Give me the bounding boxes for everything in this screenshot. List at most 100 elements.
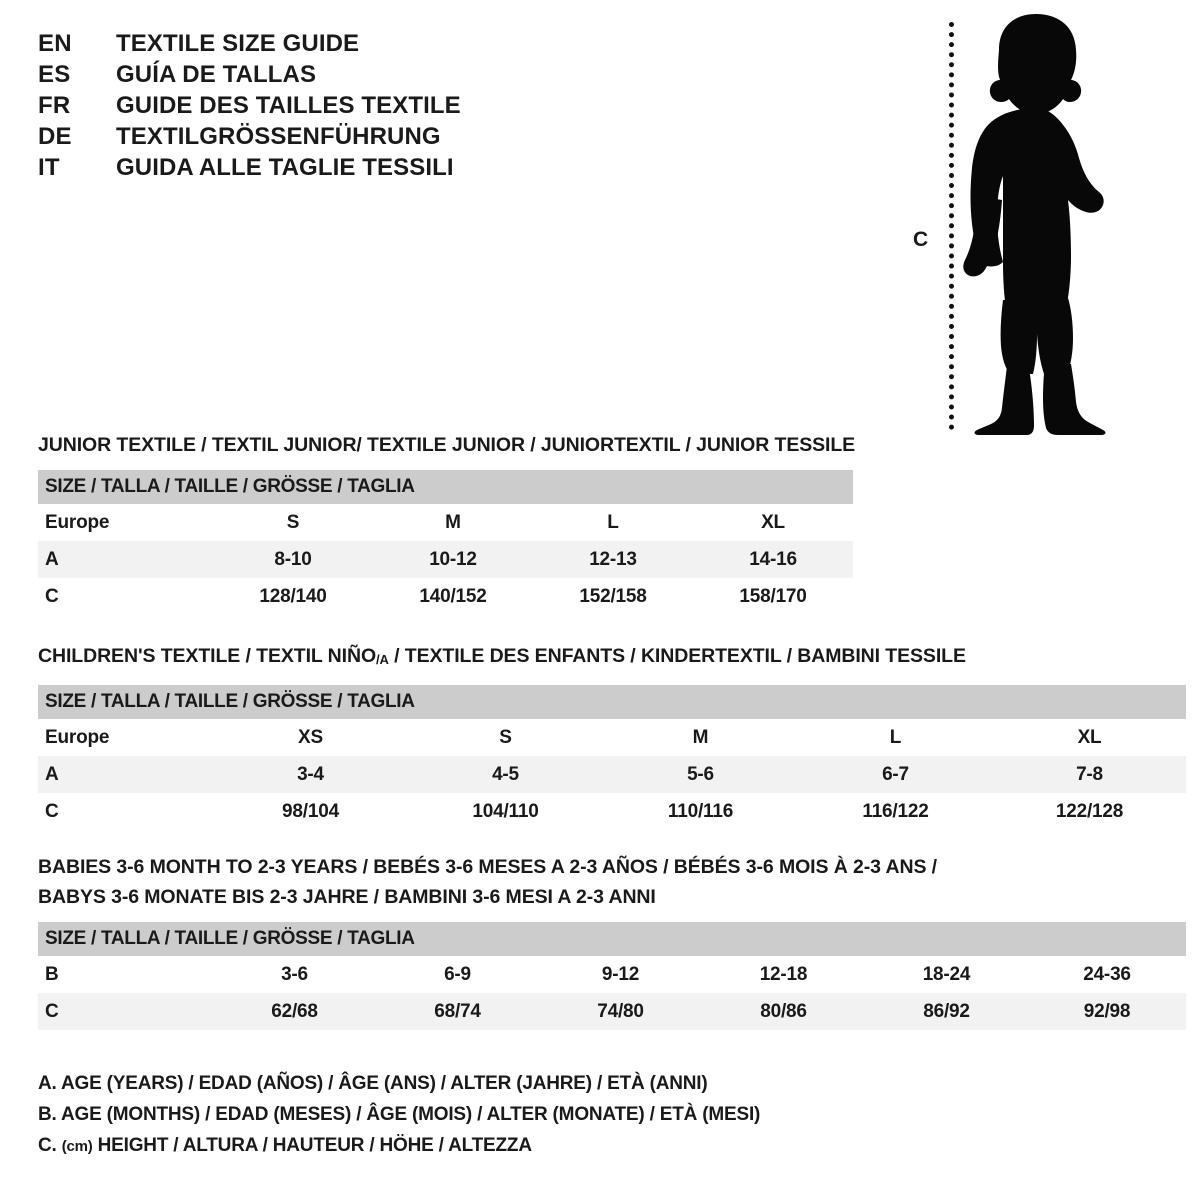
table-row: B 3-6 6-9 9-12 12-18 18-24 24-36 <box>38 956 1187 993</box>
children-a-xs: 3-4 <box>213 756 408 793</box>
junior-europe-m: M <box>373 504 533 541</box>
babies-b-12-18: 12-18 <box>702 956 865 993</box>
babies-section-title-line1: BABIES 3-6 MONTH TO 2-3 YEARS / BEBÉS 3-… <box>38 856 937 878</box>
children-c-l: 116/122 <box>798 793 993 830</box>
children-textile-section: CHILDREN'S TEXTILE / TEXTIL NIÑO/A / TEX… <box>38 641 1187 830</box>
children-c-m: 110/116 <box>603 793 798 830</box>
title-row-it: IT GUIDA ALLE TAGLIE TESSILI <box>38 154 598 185</box>
title-row-de: DE TEXTILGRÖSSENFÜHRUNG <box>38 123 598 154</box>
height-measurement-figure: C <box>905 10 1135 435</box>
guide-title-es: GUÍA DE TALLAS <box>116 61 317 88</box>
babies-c-9-12: 74/80 <box>539 993 702 1030</box>
guide-title-it: GUIDA ALLE TAGLIE TESSILI <box>116 154 454 181</box>
junior-row-label-europe: Europe <box>38 504 213 541</box>
babies-b-18-24: 18-24 <box>865 956 1028 993</box>
children-europe-xs: XS <box>213 719 408 756</box>
children-row-label-europe: Europe <box>38 719 213 756</box>
language-code-en: EN <box>38 30 72 57</box>
babies-band-label: SIZE / TALLA / TAILLE / GRÖSSE / TAGLIA <box>38 922 1187 956</box>
children-europe-m: M <box>603 719 798 756</box>
junior-band-label: SIZE / TALLA / TAILLE / GRÖSSE / TAGLIA <box>38 470 854 504</box>
junior-a-s: 8-10 <box>213 541 373 578</box>
language-title-block: EN TEXTILE SIZE GUIDE ES GUÍA DE TALLAS … <box>38 30 598 185</box>
babies-c-6-9: 68/74 <box>376 993 539 1030</box>
children-title-subscript: /A <box>376 652 389 667</box>
table-row: A 3-4 4-5 5-6 6-7 7-8 <box>38 756 1187 793</box>
junior-size-table: SIZE / TALLA / TAILLE / GRÖSSE / TAGLIA … <box>38 470 854 615</box>
junior-a-xl: 14-16 <box>693 541 854 578</box>
junior-c-l: 152/158 <box>533 578 693 615</box>
table-row: C 128/140 140/152 152/158 158/170 <box>38 578 854 615</box>
title-row-fr: FR GUIDE DES TAILLES TEXTILE <box>38 92 598 123</box>
junior-table-band: SIZE / TALLA / TAILLE / GRÖSSE / TAGLIA <box>38 470 854 504</box>
babies-textile-section: BABIES 3-6 MONTH TO 2-3 YEARS / BEBÉS 3-… <box>38 852 1187 1030</box>
guide-title-en: TEXTILE SIZE GUIDE <box>116 30 360 57</box>
table-row: Europe S M L XL <box>38 504 854 541</box>
babies-b-24-36: 24-36 <box>1028 956 1187 993</box>
babies-row-label-c: C <box>38 993 213 1030</box>
babies-section-title-line2: BABYS 3-6 MONATE BIS 2-3 JAHRE / BAMBINI… <box>38 886 656 908</box>
children-size-table: SIZE / TALLA / TAILLE / GRÖSSE / TAGLIA … <box>38 685 1187 830</box>
junior-textile-section: JUNIOR TEXTILE / TEXTIL JUNIOR/ TEXTILE … <box>38 430 855 615</box>
table-row: Europe XS S M L XL <box>38 719 1187 756</box>
children-europe-s: S <box>408 719 603 756</box>
table-row: C 62/68 68/74 74/80 80/86 86/92 92/98 <box>38 993 1187 1030</box>
legend-line-c: C. (cm) HEIGHT / ALTURA / HAUTEUR / HÖHE… <box>38 1130 938 1162</box>
children-c-xs: 98/104 <box>213 793 408 830</box>
legend-line-a: A. AGE (YEARS) / EDAD (AÑOS) / ÂGE (ANS)… <box>38 1073 708 1094</box>
children-band-label: SIZE / TALLA / TAILLE / GRÖSSE / TAGLIA <box>38 685 1187 719</box>
junior-c-m: 140/152 <box>373 578 533 615</box>
babies-row-label-b: B <box>38 956 213 993</box>
children-a-l: 6-7 <box>798 756 993 793</box>
height-dotted-line <box>949 22 954 430</box>
junior-section-title: JUNIOR TEXTILE / TEXTIL JUNIOR/ TEXTILE … <box>38 434 856 456</box>
child-silhouette-icon <box>963 14 1106 435</box>
children-europe-l: L <box>798 719 993 756</box>
junior-europe-xl: XL <box>693 504 854 541</box>
measurement-legend: A. AGE (YEARS) / EDAD (AÑOS) / ÂGE (ANS)… <box>38 1068 938 1162</box>
junior-a-m: 10-12 <box>373 541 533 578</box>
babies-b-6-9: 6-9 <box>376 956 539 993</box>
guide-title-de: TEXTILGRÖSSENFÜHRUNG <box>116 123 441 150</box>
babies-size-table: SIZE / TALLA / TAILLE / GRÖSSE / TAGLIA … <box>38 922 1187 1030</box>
children-title-post: / TEXTILE DES ENFANTS / KINDERTEXTIL / B… <box>388 645 966 667</box>
babies-c-12-18: 80/86 <box>702 993 865 1030</box>
language-code-it: IT <box>38 154 60 181</box>
children-a-xl: 7-8 <box>993 756 1187 793</box>
children-c-s: 104/110 <box>408 793 603 830</box>
babies-b-9-12: 9-12 <box>539 956 702 993</box>
children-row-label-a: A <box>38 756 213 793</box>
junior-row-label-a: A <box>38 541 213 578</box>
children-europe-xl: XL <box>993 719 1187 756</box>
title-row-es: ES GUÍA DE TALLAS <box>38 61 598 92</box>
height-axis-label: C <box>913 228 929 251</box>
legend-line-b: B. AGE (MONTHS) / EDAD (MESES) / ÂGE (MO… <box>38 1104 761 1125</box>
table-row: A 8-10 10-12 12-13 14-16 <box>38 541 854 578</box>
legend-c-text: HEIGHT / ALTURA / HAUTEUR / HÖHE / ALTEZ… <box>92 1135 532 1156</box>
babies-table-band: SIZE / TALLA / TAILLE / GRÖSSE / TAGLIA <box>38 922 1187 956</box>
children-a-s: 4-5 <box>408 756 603 793</box>
babies-c-18-24: 86/92 <box>865 993 1028 1030</box>
children-title-pre: CHILDREN'S TEXTILE / TEXTIL NIÑO <box>38 645 377 667</box>
table-row: C 98/104 104/110 110/116 116/122 122/128 <box>38 793 1187 830</box>
legend-c-unit: (cm) <box>61 1138 93 1155</box>
junior-europe-s: S <box>213 504 373 541</box>
language-code-fr: FR <box>38 92 71 119</box>
junior-europe-l: L <box>533 504 693 541</box>
guide-title-fr: GUIDE DES TAILLES TEXTILE <box>116 92 461 119</box>
children-c-xl: 122/128 <box>993 793 1187 830</box>
junior-c-s: 128/140 <box>213 578 373 615</box>
junior-row-label-c: C <box>38 578 213 615</box>
legend-c-prefix: C. <box>38 1135 62 1156</box>
babies-c-3-6: 62/68 <box>213 993 376 1030</box>
children-a-m: 5-6 <box>603 756 798 793</box>
children-table-band: SIZE / TALLA / TAILLE / GRÖSSE / TAGLIA <box>38 685 1187 719</box>
babies-c-24-36: 92/98 <box>1028 993 1187 1030</box>
title-row-en: EN TEXTILE SIZE GUIDE <box>38 30 598 61</box>
children-section-title: CHILDREN'S TEXTILE / TEXTIL NIÑO/A / TEX… <box>38 641 1186 675</box>
babies-b-3-6: 3-6 <box>213 956 376 993</box>
language-code-de: DE <box>38 123 72 150</box>
language-code-es: ES <box>38 61 71 88</box>
junior-a-l: 12-13 <box>533 541 693 578</box>
children-row-label-c: C <box>38 793 213 830</box>
